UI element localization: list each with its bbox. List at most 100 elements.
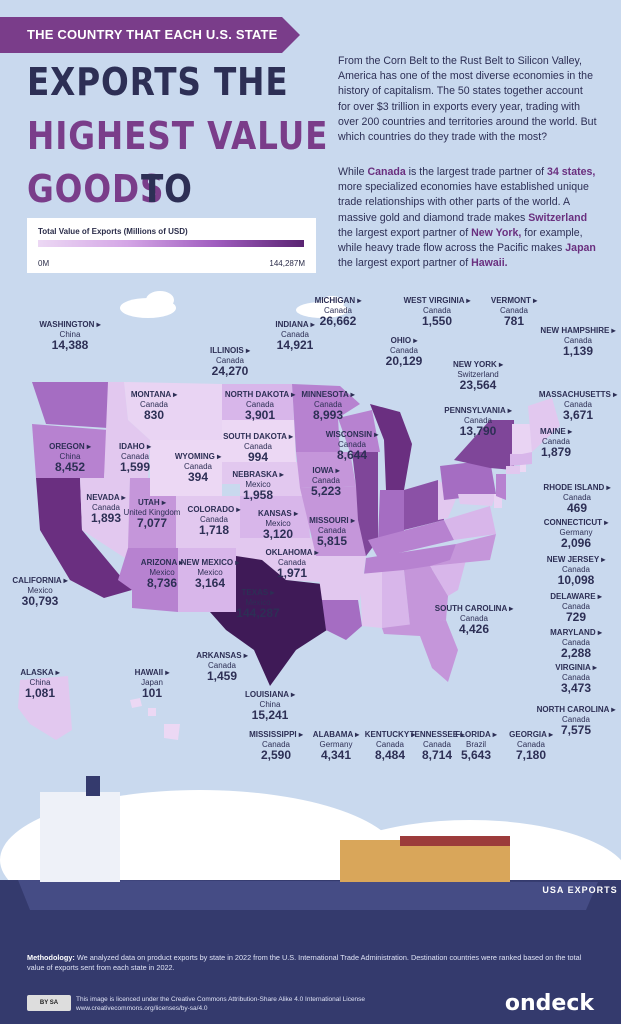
top-export-country: China <box>59 329 81 339</box>
state-shape-louisiana <box>322 600 362 640</box>
export-value: 3,901 <box>244 408 276 422</box>
top-export-country: Brazil <box>465 739 487 749</box>
state-shape-washington <box>32 382 110 428</box>
state-name: LOUISIANA <box>245 690 295 700</box>
export-value: 1,971 <box>276 566 308 580</box>
export-value: 24,270 <box>211 364 249 378</box>
state-label-alabama: ALABAMAGermany4,341 <box>313 730 359 762</box>
state-shape-arkansas <box>316 556 366 600</box>
top-export-country: Canada <box>199 514 229 524</box>
export-value: 5,815 <box>316 534 348 548</box>
top-export-country: Canada <box>541 436 571 446</box>
export-value: 1,081 <box>24 686 56 700</box>
state-shape-maryland <box>458 494 496 506</box>
state-label-tennessee: TENNESSEECanada8,714 <box>410 730 465 762</box>
state-label-north-dakota: NORTH DAKOTACanada3,901 <box>225 390 295 422</box>
state-label-nevada: NEVADACanada1,893 <box>86 493 125 525</box>
export-value: 1,550 <box>421 314 453 328</box>
top-export-country: Canada <box>463 415 493 425</box>
state-name: TEXAS <box>236 588 279 598</box>
export-value: 1,718 <box>198 523 230 537</box>
state-label-missouri: MISSOURICanada5,815 <box>309 516 355 548</box>
state-label-south-carolina: SOUTH CAROLINACanada4,426 <box>435 604 513 636</box>
state-label-new-jersey: NEW JERSEYCanada10,098 <box>547 555 606 587</box>
state-name: MARYLAND <box>550 628 602 638</box>
state-label-colorado: COLORADOCanada1,718 <box>188 505 241 537</box>
state-shape-alabama <box>382 570 410 628</box>
top-export-country: Mexico <box>245 597 271 607</box>
top-export-country: Canada <box>215 355 245 365</box>
state-label-arkansas: ARKANSASCanada1,459 <box>196 651 248 683</box>
export-value: 8,452 <box>54 460 86 474</box>
state-label-minnesota: MINNESOTACanada8,993 <box>301 390 354 422</box>
export-value: 23,564 <box>459 378 497 392</box>
state-name: IDAHO <box>119 442 151 452</box>
state-label-georgia: GEORGIACanada7,180 <box>509 730 553 762</box>
export-value: 8,714 <box>421 748 453 762</box>
export-value: 4,426 <box>458 622 490 636</box>
export-value: 13,790 <box>459 424 497 438</box>
legend-max: 144,287M <box>269 259 305 268</box>
legend-min: 0M <box>38 259 50 268</box>
state-label-wisconsin: WISCONSINCanada8,644 <box>326 430 378 462</box>
legend-title: Total Value of Exports (Millions of USD) <box>38 227 188 236</box>
export-value: 8,644 <box>336 448 368 462</box>
export-value: 8,993 <box>312 408 344 422</box>
export-value: 830 <box>143 408 165 422</box>
state-label-delaware: DELAWARECanada729 <box>550 592 602 624</box>
top-export-country: Canada <box>243 441 273 451</box>
state-name: SOUTH CAROLINA <box>435 604 513 614</box>
state-label-maine: MAINECanada1,879 <box>540 427 572 459</box>
state-label-ohio: OHIOCanada20,129 <box>386 336 423 368</box>
state-name: COLORADO <box>188 505 241 515</box>
top-export-country: Canada <box>277 557 307 567</box>
intro-paragraph-1: From the Corn Belt to the Rust Belt to S… <box>338 55 597 144</box>
top-export-country: Canada <box>562 492 592 502</box>
state-shape-maine <box>528 398 560 452</box>
footer <box>0 940 621 1024</box>
export-value: 30,793 <box>21 594 59 608</box>
export-value: 3,473 <box>560 681 592 695</box>
state-shape-mississippi <box>360 572 382 628</box>
top-export-country: Canada <box>337 439 367 449</box>
state-label-texas: TEXASMexico144,287 <box>236 588 279 620</box>
top-export-country: United Kingdom <box>123 507 181 517</box>
state-shape-rhode-island <box>520 464 526 472</box>
ship-bridge <box>40 792 120 882</box>
export-value: 14,388 <box>51 338 89 352</box>
export-value: 1,459 <box>206 669 238 683</box>
state-name: MAINE <box>540 427 572 437</box>
export-value: 994 <box>247 450 269 464</box>
state-shape-michigan <box>370 404 412 490</box>
top-export-country: Japan <box>141 677 163 687</box>
state-name: SOUTH DAKOTA <box>223 432 293 442</box>
state-shape-virginia <box>444 506 496 540</box>
state-shape-north-carolina <box>430 534 496 566</box>
top-export-country: Mexico <box>197 567 223 577</box>
state-label-oregon: OREGONChina8,452 <box>49 442 91 474</box>
export-value: 5,643 <box>460 748 492 762</box>
state-label-vermont: VERMONTCanada781 <box>491 296 537 328</box>
state-shape-new-jersey <box>496 474 506 500</box>
top-export-country: Canada <box>280 329 310 339</box>
state-name: RHODE ISLAND <box>543 483 610 493</box>
export-value: 729 <box>565 610 587 624</box>
title-banner <box>0 17 300 53</box>
top-export-country: Canada <box>563 399 593 409</box>
state-shape-massachusetts <box>510 452 532 466</box>
top-export-country: Canada <box>375 739 405 749</box>
top-export-country: Canada <box>422 739 452 749</box>
top-export-country: Canada <box>561 714 591 724</box>
top-export-country: China <box>59 451 81 461</box>
top-export-country: China <box>259 699 281 709</box>
state-label-connecticut: CONNECTICUTGermany2,096 <box>544 518 608 550</box>
title-line-1: EXPORTS THE <box>27 60 289 104</box>
state-label-virginia: VIRGINIACanada3,473 <box>555 663 597 695</box>
export-value: 3,164 <box>194 576 226 590</box>
export-value: 781 <box>503 314 525 328</box>
state-label-nebraska: NEBRASKAMexico1,958 <box>232 470 283 502</box>
top-export-country: Canada <box>207 660 237 670</box>
state-shape-hawaii <box>130 698 180 740</box>
top-export-country: Canada <box>261 739 291 749</box>
